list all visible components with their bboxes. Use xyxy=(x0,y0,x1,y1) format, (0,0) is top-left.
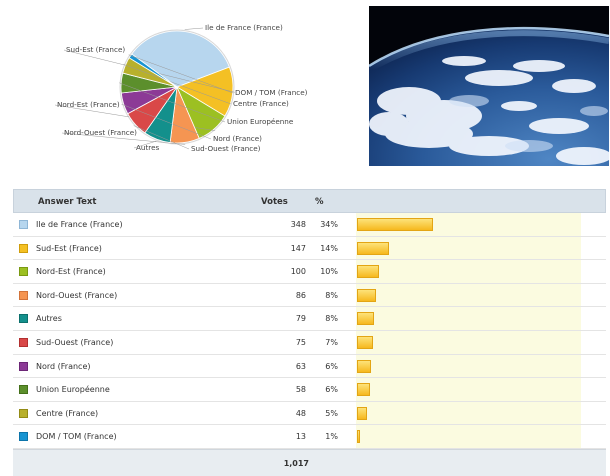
vote-bar xyxy=(357,383,370,397)
table-row: DOM / TOM (France) 13 1% xyxy=(13,425,606,449)
pie-label: Sud-Est (France) xyxy=(66,45,125,54)
table-row: Centre (France) 48 5% xyxy=(13,402,606,426)
pie-label: Nord (France) xyxy=(213,134,262,143)
vote-count: 79 xyxy=(295,314,306,324)
vote-bar xyxy=(357,241,389,255)
results-header-area: Ile de France (France) Sud-Est (France) No… xyxy=(0,0,610,172)
pie-label: DOM / TOM (France) xyxy=(235,88,308,97)
table-row: Ile de France (France) 348 34% xyxy=(13,213,606,237)
vote-count: 63 xyxy=(295,361,306,371)
pie-leader-line xyxy=(121,103,212,140)
vote-percent: 34% xyxy=(320,220,338,229)
pie-leader-line xyxy=(184,27,204,30)
pie-leader-line xyxy=(123,64,232,105)
answer-text: Union Européenne xyxy=(36,385,110,395)
vote-percent: 1% xyxy=(325,432,338,442)
table-header: Answer Text Votes % xyxy=(13,189,606,213)
color-swatch xyxy=(19,267,28,277)
vote-percent: 6% xyxy=(325,385,338,395)
vote-count: 13 xyxy=(295,432,306,442)
vote-percent: 5% xyxy=(325,408,338,418)
pie-label: Nord-Ouest (France) xyxy=(64,128,137,137)
color-swatch xyxy=(19,385,28,395)
vote-bar xyxy=(357,406,367,420)
table-body: Ile de France (France) 348 34% Sud-Est (Fra… xyxy=(13,213,606,449)
pie-label: Union Européenne xyxy=(227,117,294,126)
color-swatch xyxy=(19,432,28,442)
earth-from-space-photo xyxy=(369,6,609,166)
answer-text: Autres xyxy=(36,314,62,324)
pie-label: Sud-Ouest (France) xyxy=(191,144,261,153)
answer-text: Nord-Est (France) xyxy=(36,267,106,277)
answer-text: Nord (France) xyxy=(36,361,91,371)
color-swatch xyxy=(19,290,28,300)
vote-bar xyxy=(357,359,371,373)
results-table: Answer Text Votes % Ile de France (Franc… xyxy=(13,189,606,476)
table-row: Sud-Ouest (France) 75 7% xyxy=(13,331,606,355)
table-row: Nord-Est (France) 100 10% xyxy=(13,260,606,284)
pie-slice xyxy=(131,30,230,88)
pie-slice xyxy=(176,66,234,117)
answer-text: Centre (France) xyxy=(36,408,99,418)
table-row: Union Européenne 58 6% xyxy=(13,378,606,402)
answer-text: DOM / TOM (France) xyxy=(36,432,117,442)
pie-label: Ile de France (France) xyxy=(205,23,283,32)
vote-percent: 10% xyxy=(320,267,338,277)
table-row: Sud-Est (France) 147 14% xyxy=(13,237,606,261)
pie-chart: Ile de France (France) Sud-Est (France) No… xyxy=(0,0,368,172)
pie-label: Autres xyxy=(136,143,160,152)
pie-label: Centre (France) xyxy=(233,99,289,108)
vote-percent: 6% xyxy=(325,361,338,371)
vote-bar xyxy=(357,430,360,444)
answer-text: Nord-Ouest (France) xyxy=(36,290,118,300)
color-swatch xyxy=(19,361,28,371)
answer-text: Sud-Est (France) xyxy=(36,243,102,253)
pie-chart-svg: Ile de France (France) Sud-Est (France) No… xyxy=(54,23,308,153)
vote-bar xyxy=(357,265,379,279)
vote-count: 58 xyxy=(295,385,306,395)
header-votes: Votes xyxy=(261,197,288,207)
vote-count: 75 xyxy=(295,337,306,347)
table-footer: 1,017 xyxy=(13,448,606,476)
header-percent: % xyxy=(315,197,324,207)
vote-percent: 8% xyxy=(325,314,338,324)
vote-bar xyxy=(357,312,374,326)
vote-count: 48 xyxy=(295,408,306,418)
table-row: Autres 79 8% xyxy=(13,307,606,331)
vote-bar xyxy=(357,288,376,302)
pie-slice xyxy=(128,53,178,88)
bar-column-background xyxy=(356,213,581,449)
answer-text: Ile de France (France) xyxy=(36,220,123,229)
vote-count: 100 xyxy=(290,267,306,277)
color-swatch xyxy=(19,243,28,253)
total-votes: 1,017 xyxy=(283,458,309,468)
pie-leader-line xyxy=(133,125,190,150)
pie-leader-line xyxy=(133,140,157,149)
color-swatch xyxy=(19,220,28,229)
vote-percent: 8% xyxy=(325,290,338,300)
vote-count: 147 xyxy=(290,243,306,253)
vote-count: 348 xyxy=(290,220,306,229)
color-swatch xyxy=(19,337,28,347)
table-row: Nord (France) 63 6% xyxy=(13,355,606,379)
pie-leader-line xyxy=(61,132,186,145)
pie-leader-line xyxy=(119,82,226,123)
vote-percent: 14% xyxy=(320,243,338,253)
pie-label: Nord-Est (France) xyxy=(57,100,120,109)
table-row: Nord-Ouest (France) 86 8% xyxy=(13,284,606,308)
vote-percent: 7% xyxy=(325,337,338,347)
vote-count: 86 xyxy=(295,290,306,300)
pie-leader-line xyxy=(128,54,234,94)
color-swatch xyxy=(19,408,28,418)
vote-bar xyxy=(357,218,433,231)
color-swatch xyxy=(19,314,28,324)
vote-bar xyxy=(357,335,373,349)
header-answer-text: Answer Text xyxy=(38,197,97,207)
answer-text: Sud-Ouest (France) xyxy=(36,337,114,347)
